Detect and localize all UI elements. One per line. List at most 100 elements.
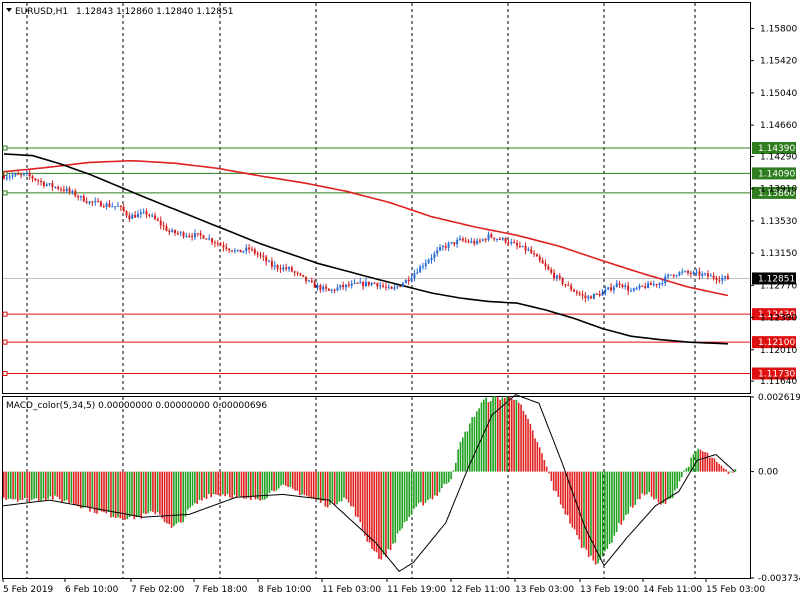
candle-body (581, 294, 584, 296)
candle-body (553, 272, 556, 279)
macd-bar (550, 471, 553, 482)
macd-tick-label: 0.00 (758, 468, 778, 478)
macd-bar (222, 471, 224, 495)
candle-body (689, 272, 692, 274)
macd-bar (298, 471, 301, 496)
candle-body (353, 282, 356, 284)
candle-body (598, 293, 601, 296)
candle-body (5, 177, 8, 179)
candle-body (85, 201, 88, 203)
macd-bar (688, 466, 690, 472)
candle-body (470, 241, 473, 243)
macd-bar (641, 471, 644, 494)
candle-body (97, 201, 100, 203)
macd-bar (401, 471, 404, 529)
level-marker (2, 311, 8, 317)
macd-bar (121, 471, 124, 519)
candle-body (490, 234, 493, 238)
candle-body (299, 273, 302, 275)
macd-bar (205, 471, 208, 499)
price-tick-label: 1.13150 (760, 249, 797, 259)
price-tick-label: 1.15800 (760, 24, 797, 34)
macd-bar (597, 471, 599, 564)
macd-bar (194, 471, 196, 504)
macd-bar (142, 471, 145, 514)
level-marker (2, 190, 8, 196)
candle-body (231, 250, 233, 252)
macd-bar (583, 471, 585, 548)
macd-bar (310, 471, 313, 498)
time-tick-label: 13 Feb 03:00 (515, 585, 574, 595)
macd-bar (198, 471, 201, 501)
candle-body (541, 260, 544, 264)
macd-bar (566, 471, 569, 516)
candle-body (413, 273, 416, 279)
macd-bar (650, 471, 653, 497)
candle-body (384, 286, 387, 288)
candle-body (419, 266, 422, 273)
candle-body (8, 176, 11, 178)
candle-body (390, 286, 393, 289)
candle-body (188, 235, 191, 237)
macd-bar (289, 471, 292, 487)
macd-bar (203, 471, 205, 498)
candle-body (94, 201, 97, 203)
candle-body (211, 238, 214, 243)
macd-bar (729, 471, 732, 473)
candle-body (635, 288, 638, 290)
macd-bar (634, 471, 637, 505)
macd-bar (604, 471, 606, 552)
ohlc-values: 1.12843 1.12860 1.12840 1.12851 (76, 7, 233, 17)
candle-body (325, 286, 328, 289)
macd-bar (96, 471, 98, 514)
macd-bar (315, 471, 317, 501)
macd-bar (555, 471, 557, 492)
macd-bar (580, 471, 583, 548)
macd-bar (503, 397, 506, 472)
level-label-box (752, 367, 796, 380)
candle-body (51, 183, 54, 187)
candle-body (575, 291, 578, 294)
macd-bar (548, 471, 550, 474)
candle-body (154, 215, 157, 220)
macd-bar (424, 471, 427, 503)
candle-body (695, 271, 698, 273)
macd-bar (19, 471, 21, 500)
candle-body (336, 287, 339, 291)
time-tick-label: 5 Feb 2019 (3, 585, 54, 595)
macd-bar (552, 471, 555, 491)
macd-bar (606, 471, 609, 549)
macd-bar (732, 471, 734, 473)
candle-body (40, 181, 43, 183)
candle-body (396, 286, 399, 288)
macd-bar (443, 471, 445, 484)
macd-bar (592, 471, 595, 561)
candle-body (456, 239, 459, 245)
macd-bar (212, 471, 215, 495)
macd-bar (480, 402, 483, 472)
candle-body (441, 246, 444, 248)
macd-bar (506, 396, 508, 472)
time-tick-label: 12 Feb 11:00 (451, 585, 510, 595)
macd-bar (63, 471, 66, 502)
macd-label: MACD_color(5,34,5) 0.00000000 0.00000000… (6, 401, 267, 411)
level-marker (2, 339, 8, 345)
macd-bar (627, 471, 630, 514)
candle-body (20, 174, 23, 176)
candle-body (595, 293, 598, 295)
symbol-dropdown-icon[interactable] (6, 8, 12, 12)
macd-bar (93, 471, 96, 514)
candle-body (453, 242, 456, 245)
candle-body (350, 283, 353, 286)
macd-bar (708, 457, 711, 472)
macd-bar (643, 471, 646, 496)
candle-body (592, 293, 595, 299)
macd-bar (501, 397, 504, 472)
candle-body (584, 295, 587, 299)
macd-bar (224, 471, 226, 497)
macd-bar (459, 441, 462, 472)
macd-bar (44, 471, 47, 501)
macd-bar (361, 471, 364, 530)
macd-bar (56, 471, 59, 497)
candle-body (60, 188, 62, 190)
